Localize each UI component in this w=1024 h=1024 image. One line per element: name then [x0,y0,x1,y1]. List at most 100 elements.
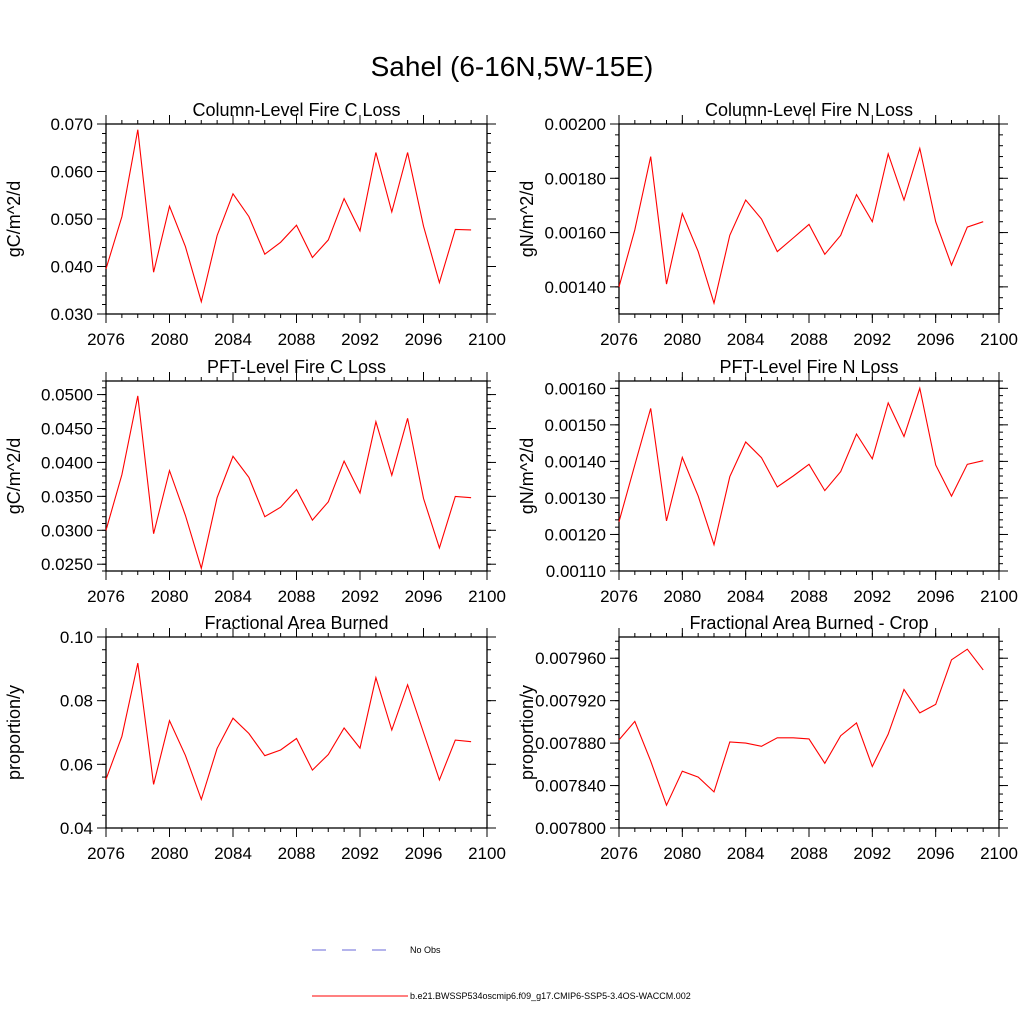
figure-title: Sahel (6-16N,5W-15E) [371,51,654,82]
x-tick-label: 2096 [917,844,955,863]
x-tick-label: 2096 [405,330,443,349]
y-tick-label: 0.070 [50,115,93,134]
series-line [618,386,984,547]
x-tick-label: 2092 [853,844,891,863]
x-tick-label: 2088 [790,587,828,606]
x-tick-label: 2076 [87,330,125,349]
x-tick-label: 2076 [600,844,638,863]
y-tick-label: 0.007800 [535,819,606,838]
plot-frame [618,636,1000,829]
y-tick-label: 0.04 [60,819,93,838]
plot-frame [618,380,1000,572]
x-tick-label: 2096 [405,587,443,606]
chart-panel-2: Column-Level Fire N Loss 0.00140 0.00160 0.… [517,100,1018,349]
x-tick-label: 2096 [917,330,955,349]
y-tick-label: 0.10 [60,628,93,647]
plot-frame [105,380,488,572]
y-tick-label: 0.00200 [545,115,606,134]
x-tick-label: 2076 [87,587,125,606]
x-tick-label: 2092 [853,330,891,349]
tick-marks [97,115,496,323]
y-tick-label: 0.050 [50,210,93,229]
x-tick-label: 2080 [151,844,189,863]
x-tick-label: 2092 [341,330,379,349]
y-tick-label: 0.060 [50,163,93,182]
x-tick-label: 2084 [727,587,765,606]
x-tick-label: 2076 [600,330,638,349]
y-tick-label: 0.007840 [535,777,606,796]
x-tick-label: 2092 [341,587,379,606]
x-tick-label: 2100 [468,330,506,349]
y-axis-label: proportion/y [4,685,24,780]
x-tick-label: 2100 [468,844,506,863]
legend: No Obs b.e21.BWSSP534oscmip6.f09_g17.CMIP… [312,945,691,1001]
x-tick-label: 2080 [663,587,701,606]
x-tick-label: 2088 [790,330,828,349]
y-axis-label: gC/m^2/d [4,438,24,514]
y-tick-label: 0.030 [50,305,93,324]
plot-frame [105,123,488,315]
x-tick-label: 2076 [87,844,125,863]
tick-marks [610,628,1008,837]
y-tick-label: 0.007920 [535,692,606,711]
legend-label-no-obs: No Obs [410,945,441,955]
y-tick-label: 0.0300 [41,521,93,540]
y-tick-label: 0.00160 [545,224,606,243]
chart-panel-6: Fractional Area Burned - Crop 0.007800 0.0… [517,613,1018,863]
x-tick-label: 2080 [151,330,189,349]
y-tick-label: 0.06 [60,755,93,774]
x-tick-label: 2100 [980,330,1018,349]
y-tick-label: 0.08 [60,692,93,711]
x-tick-label: 2088 [278,587,316,606]
panel-title: Fractional Area Burned [204,613,388,633]
x-tick-label: 2100 [468,587,506,606]
tick-marks [610,372,1008,580]
tick-marks [610,115,1008,323]
x-tick-label: 2084 [214,587,252,606]
x-tick-label: 2100 [980,587,1018,606]
plot-frame [105,636,488,829]
x-tick-label: 2076 [600,587,638,606]
chart-panel-4: PFT-Level Fire N Loss 0.00110 0.00120 0.001… [517,357,1018,606]
x-tick-label: 2084 [214,844,252,863]
x-tick-label: 2088 [278,330,316,349]
y-axis-label: gN/m^2/d [517,438,537,514]
x-tick-label: 2088 [790,844,828,863]
x-tick-label: 2096 [405,844,443,863]
tick-marks [97,628,496,837]
y-tick-label: 0.007880 [535,734,606,753]
y-tick-label: 0.00150 [545,416,606,435]
chart-panel-1: Column-Level Fire C Loss 0.030 0.040 0.050 0… [4,100,506,349]
plot-frame [618,123,1000,315]
y-tick-label: 0.007960 [535,649,606,668]
x-tick-label: 2092 [341,844,379,863]
panel-title: PFT-Level Fire C Loss [207,357,386,377]
chart-panel-3: PFT-Level Fire C Loss 0.0250 0.0300 0.0350 0… [4,357,506,606]
y-tick-label: 0.0350 [41,487,93,506]
y-tick-label: 0.0250 [41,555,93,574]
y-tick-label: 0.040 [50,258,93,277]
tick-marks [97,372,496,580]
y-tick-label: 0.00120 [545,525,606,544]
y-tick-label: 0.00110 [546,562,606,581]
y-tick-label: 0.00180 [545,169,606,188]
y-tick-label: 0.0400 [41,453,93,472]
series-line [105,662,472,802]
x-tick-label: 2080 [663,330,701,349]
y-axis-label: gN/m^2/d [517,181,537,257]
x-tick-label: 2084 [214,330,252,349]
panel-title: Column-Level Fire N Loss [705,100,913,120]
y-axis-label: proportion/y [517,685,537,780]
x-tick-label: 2084 [727,330,765,349]
x-tick-label: 2096 [917,587,955,606]
series-line [618,146,984,306]
y-tick-label: 0.00140 [545,452,606,471]
y-tick-label: 0.0500 [41,386,93,405]
x-tick-label: 2092 [853,587,891,606]
y-tick-label: 0.00160 [545,379,606,398]
y-axis-label: gC/m^2/d [4,181,24,257]
panels: Column-Level Fire C Loss0.0300.0400.0500… [4,100,1018,863]
panel-title: PFT-Level Fire N Loss [719,357,898,377]
x-tick-label: 2100 [980,844,1018,863]
